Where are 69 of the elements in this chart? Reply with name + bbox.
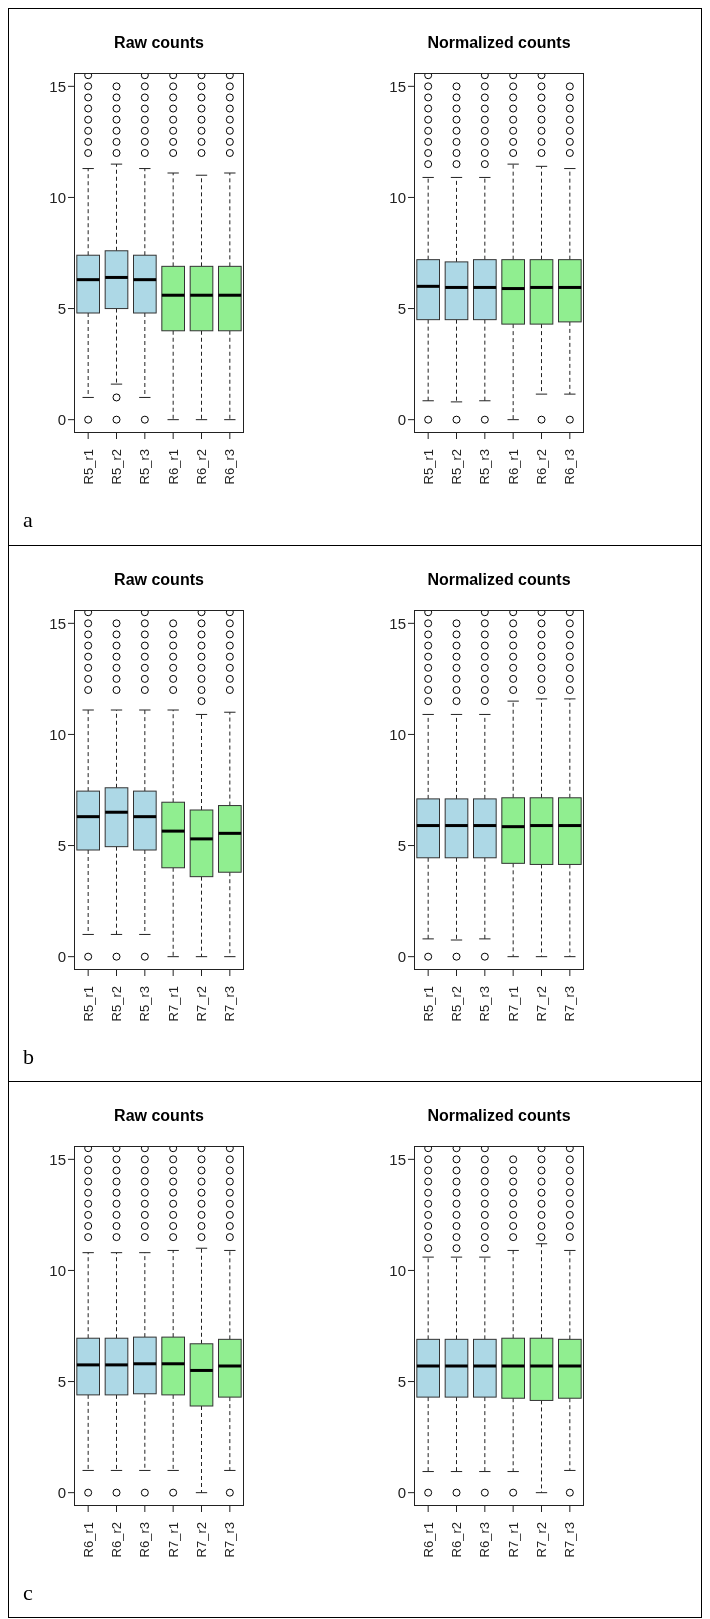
y-tick-label: 5	[397, 836, 406, 854]
y-tick-label: 15	[389, 614, 406, 632]
chart-title: Normalized counts	[426, 1106, 572, 1126]
x-tick-label: R6_r3	[477, 1522, 493, 1558]
x-tick-label: R6_r1	[80, 1522, 96, 1558]
x-tick-label: R7_r3	[562, 1522, 578, 1558]
x-tick-label: R6_r2	[534, 449, 549, 485]
y-tick-label: 10	[49, 1261, 66, 1279]
x-tick-label: R5_r1	[420, 986, 436, 1022]
x-tick-label: R7_r2	[534, 986, 549, 1022]
x-tick-label: R6_r2	[194, 449, 209, 485]
y-tick-label: 0	[397, 410, 406, 428]
x-tick-label: R6_r1	[165, 449, 181, 485]
text: b	[23, 1044, 35, 1070]
x-tick-label: R6_r1	[505, 449, 521, 485]
chart-title: Raw counts	[113, 33, 205, 53]
y-tick-label: 15	[389, 77, 406, 95]
y-tick-label: 5	[57, 299, 66, 317]
y-tick-label: 15	[49, 1150, 66, 1168]
y-tick-label: 10	[389, 725, 406, 743]
y-tick-label: 0	[57, 947, 66, 965]
y-tick-label: 5	[397, 299, 406, 317]
text: c	[23, 1580, 34, 1606]
chart-title: Normalized counts	[426, 570, 572, 590]
x-tick-label: R5_r3	[477, 449, 493, 485]
y-tick-label: 0	[57, 410, 66, 428]
y-tick-label: 10	[389, 1261, 406, 1279]
y-tick-label: 10	[49, 188, 66, 206]
x-tick-label: R5_r1	[80, 449, 96, 485]
x-tick-label: R6_r2	[449, 1522, 464, 1558]
text: a	[23, 507, 34, 533]
y-tick-label: 15	[49, 77, 66, 95]
y-tick-label: 0	[57, 1483, 66, 1501]
x-tick-label: R7_r2	[194, 986, 209, 1022]
x-tick-label: R6_r3	[222, 449, 238, 485]
x-tick-label: R5_r1	[80, 986, 96, 1022]
x-tick-label: R7_r2	[194, 1522, 209, 1558]
y-tick-label: 0	[397, 947, 406, 965]
y-tick-label: 10	[49, 725, 66, 743]
x-tick-label: R6_r2	[109, 1522, 124, 1558]
x-tick-label: R5_r2	[109, 449, 124, 485]
x-tick-label: R7_r2	[534, 1522, 549, 1558]
x-tick-label: R5_r2	[449, 986, 464, 1022]
y-tick-label: 5	[397, 1372, 406, 1390]
chart-title: Raw counts	[113, 570, 205, 590]
y-tick-label: 10	[389, 188, 406, 206]
y-tick-label: 15	[389, 1150, 406, 1168]
y-tick-label: 5	[57, 836, 66, 854]
x-tick-label: R7_r1	[165, 986, 181, 1022]
x-tick-label: R7_r3	[222, 1522, 238, 1558]
x-tick-label: R5_r1	[420, 449, 436, 485]
x-tick-label: R5_r3	[137, 449, 153, 485]
x-tick-label: R7_r3	[562, 986, 578, 1022]
x-tick-label: R6_r3	[562, 449, 578, 485]
y-tick-label: 0	[397, 1483, 406, 1501]
x-tick-label: R7_r1	[165, 1522, 181, 1558]
x-tick-label: R5_r3	[477, 986, 493, 1022]
x-tick-label: R5_r2	[109, 986, 124, 1022]
x-tick-label: R7_r1	[505, 1522, 521, 1558]
y-tick-label: 15	[49, 614, 66, 632]
x-tick-label: R6_r1	[420, 1522, 436, 1558]
x-tick-label: R5_r2	[449, 449, 464, 485]
y-tick-label: 5	[57, 1372, 66, 1390]
x-tick-label: R6_r3	[137, 1522, 153, 1558]
x-tick-label: R5_r3	[137, 986, 153, 1022]
chart-title: Normalized counts	[426, 33, 572, 53]
x-tick-label: R7_r1	[505, 986, 521, 1022]
x-tick-label: R7_r3	[222, 986, 238, 1022]
chart-title: Raw counts	[113, 1106, 205, 1126]
